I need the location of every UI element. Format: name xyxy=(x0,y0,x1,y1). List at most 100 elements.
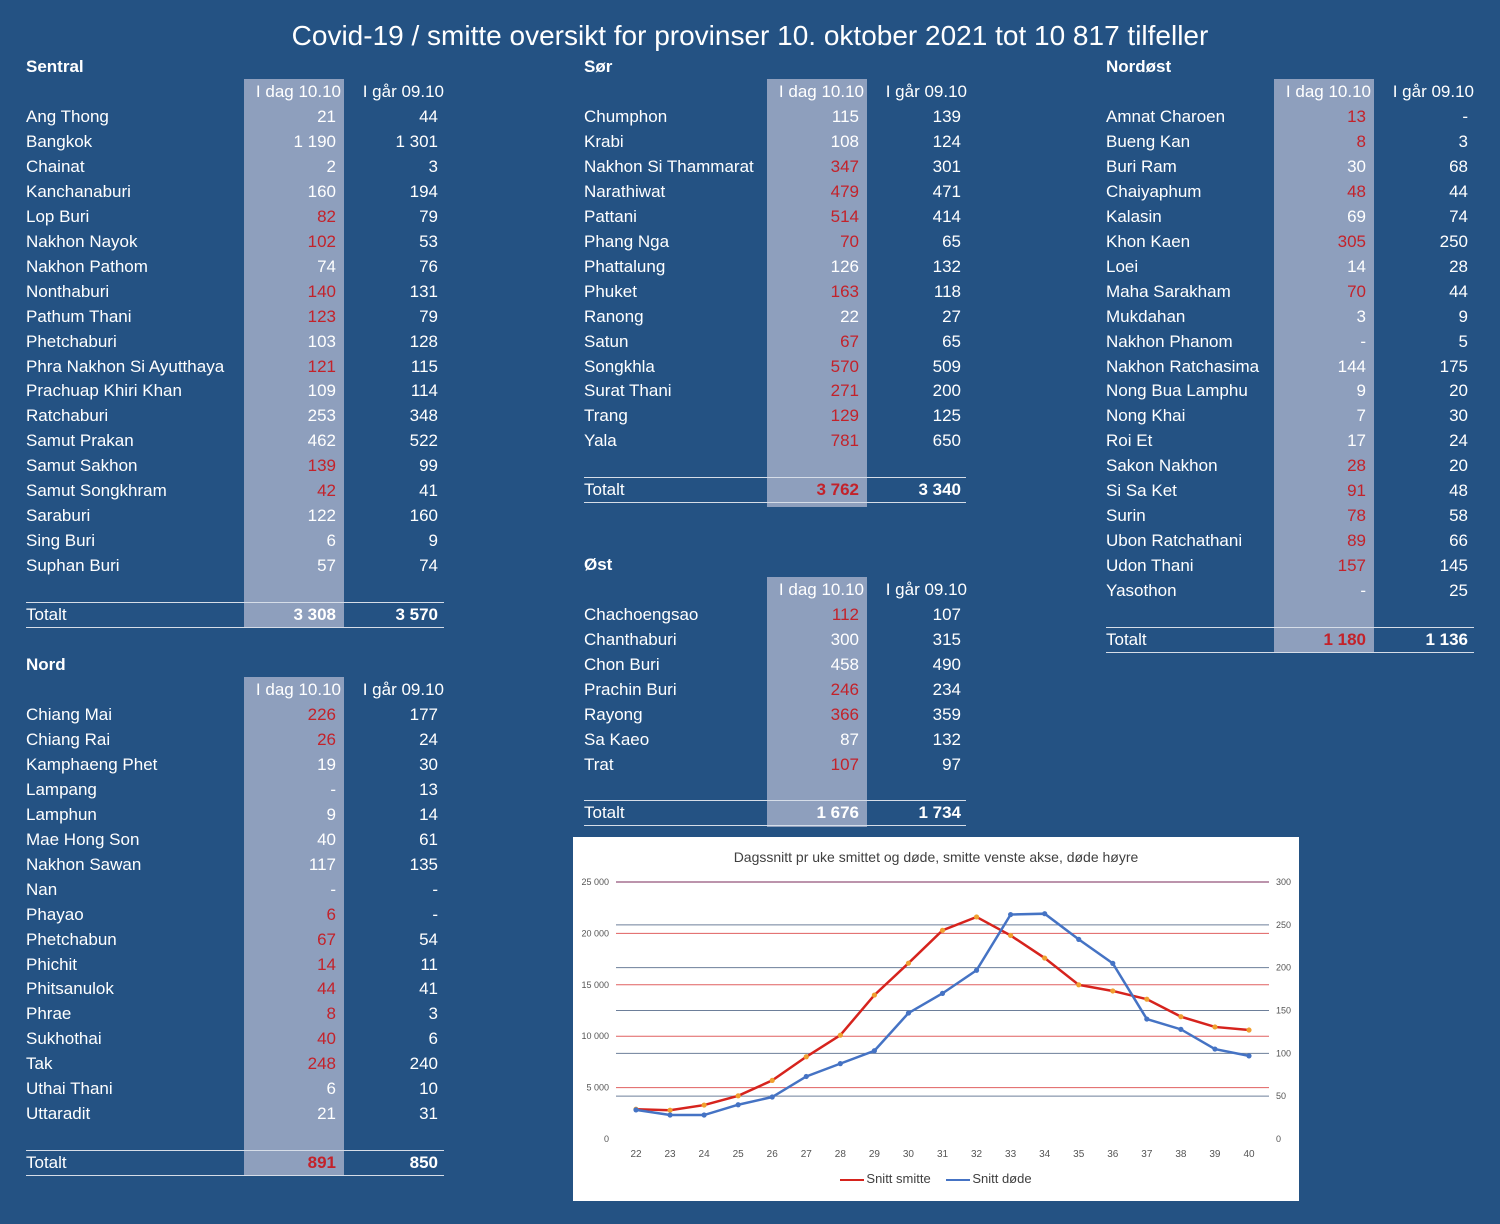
yesterday-value: 124 xyxy=(932,131,961,151)
data-point-dode xyxy=(1008,911,1014,918)
data-point-dode xyxy=(667,1112,673,1118)
y-tick-label-right: 200 xyxy=(1276,963,1291,973)
yesterday-value: 76 xyxy=(419,256,438,276)
total-rule xyxy=(1106,627,1474,628)
yesterday-value: 240 xyxy=(409,1054,438,1074)
data-point-dode xyxy=(633,1107,639,1113)
yesterday-value: 177 xyxy=(409,705,438,724)
total-yesterday: 1 136 xyxy=(1425,630,1468,649)
chart-title: Dagssnitt pr uke smittet og døde, smitte… xyxy=(733,849,1139,865)
header-yesterday: I går 09.10 xyxy=(362,82,444,101)
today-value: 6 xyxy=(326,904,336,924)
yesterday-value: 107 xyxy=(932,605,961,624)
yesterday-value: 3 xyxy=(428,1004,438,1024)
data-point-smitte xyxy=(735,1093,741,1099)
yesterday-value: 20 xyxy=(1449,456,1468,476)
province-name: Samut Sakhon xyxy=(26,456,138,476)
x-tick-label: 34 xyxy=(1039,1149,1051,1160)
province-name: Phichit xyxy=(26,954,78,974)
province-name: Nong Bua Lamphu xyxy=(1106,381,1248,401)
province-name: Samut Prakan xyxy=(26,431,134,451)
province-name: Phrae xyxy=(26,1004,72,1024)
province-name: Phayao xyxy=(26,904,84,924)
province-name: Buri Ram xyxy=(1106,156,1177,176)
province-name: Trat xyxy=(584,754,614,774)
yesterday-value: 160 xyxy=(409,506,438,526)
today-value: - xyxy=(330,779,336,799)
province-name: Pathum Thani xyxy=(26,306,132,326)
today-value: 570 xyxy=(830,356,859,376)
today-value: 70 xyxy=(840,231,859,251)
today-value: 139 xyxy=(307,456,336,476)
today-value: - xyxy=(1360,581,1366,601)
yesterday-value: 6 xyxy=(428,1029,438,1049)
today-value: 117 xyxy=(308,854,336,874)
yesterday-value: 135 xyxy=(409,854,438,874)
province-name: Sing Buri xyxy=(26,531,95,551)
data-point-dode xyxy=(939,990,946,996)
today-value: 82 xyxy=(317,206,336,226)
total-label: Totalt xyxy=(584,803,625,822)
today-value: 21 xyxy=(317,1104,336,1124)
today-value: 57 xyxy=(317,556,336,576)
yesterday-value: 30 xyxy=(1449,406,1468,426)
region-table-ost: Øst I dag 10.10 I går 09.10 Chachoengsao 112… xyxy=(584,555,967,830)
province-name: Chachoengsao xyxy=(584,605,699,624)
today-value: 22 xyxy=(840,306,859,326)
province-name: Lampang xyxy=(26,779,97,799)
data-point-dode xyxy=(1246,1053,1252,1059)
total-rule xyxy=(26,602,444,603)
data-point-dode xyxy=(1042,911,1048,917)
data-point-smitte xyxy=(905,960,912,966)
yesterday-value: 14 xyxy=(419,804,438,824)
yesterday-value: 28 xyxy=(1449,256,1468,276)
total-rule-bottom xyxy=(26,1175,444,1176)
today-value: 14 xyxy=(1347,256,1366,276)
province-name: Phattalung xyxy=(584,256,666,276)
y-tick-label-left: 25 000 xyxy=(581,877,609,887)
data-point-smitte xyxy=(1212,1024,1218,1030)
total-today: 1 676 xyxy=(816,803,859,822)
province-name: Nakhon Si Thammarat xyxy=(584,156,754,176)
province-name: Prachin Buri xyxy=(584,679,677,699)
header-today: I dag 10.10 xyxy=(255,680,341,699)
x-tick-label: 25 xyxy=(733,1149,745,1160)
today-value: 458 xyxy=(830,654,859,674)
total-today: 1 180 xyxy=(1323,630,1366,649)
today-value: 3 xyxy=(1356,306,1366,326)
data-point-dode xyxy=(769,1094,775,1100)
total-label: Totalt xyxy=(584,480,625,499)
today-value: 126 xyxy=(830,256,859,276)
yesterday-value: 175 xyxy=(1439,356,1468,376)
province-name: Phetchabun xyxy=(26,929,117,949)
province-name: Ang Thong xyxy=(26,107,109,126)
line-chart: 0 5 000 10 000 15 000 20 000 25 000 0 50 100 150 2… xyxy=(581,877,1291,1160)
yesterday-value: 20 xyxy=(1449,381,1468,401)
province-name: Pattani xyxy=(584,206,637,226)
province-name: Uttaradit xyxy=(26,1104,91,1124)
province-name: Roi Et xyxy=(1106,431,1153,451)
today-value: 115 xyxy=(831,107,859,126)
today-value: 271 xyxy=(830,381,859,401)
today-value: 21 xyxy=(317,107,336,126)
province-name: Mae Hong Son xyxy=(26,829,140,849)
yesterday-value: 65 xyxy=(942,331,961,351)
region-title: Sentral xyxy=(26,57,84,76)
data-point-dode xyxy=(1178,1026,1184,1032)
today-value: 6 xyxy=(326,531,336,551)
yesterday-value: 359 xyxy=(932,704,961,724)
today-value: 129 xyxy=(830,406,859,426)
data-point-dode xyxy=(871,1048,877,1054)
today-value: 366 xyxy=(830,704,859,724)
today-value: 67 xyxy=(317,929,336,949)
province-name: Narathiwat xyxy=(584,181,666,201)
data-point-dode xyxy=(735,1102,741,1108)
today-value: 160 xyxy=(307,181,336,201)
total-label: Totalt xyxy=(1106,630,1147,649)
today-value: 67 xyxy=(840,331,859,351)
yesterday-value: 509 xyxy=(932,356,961,376)
total-rule xyxy=(26,1150,444,1151)
yesterday-value: 54 xyxy=(419,929,438,949)
province-name: Trang xyxy=(584,406,628,426)
data-point-smitte xyxy=(1076,982,1082,988)
